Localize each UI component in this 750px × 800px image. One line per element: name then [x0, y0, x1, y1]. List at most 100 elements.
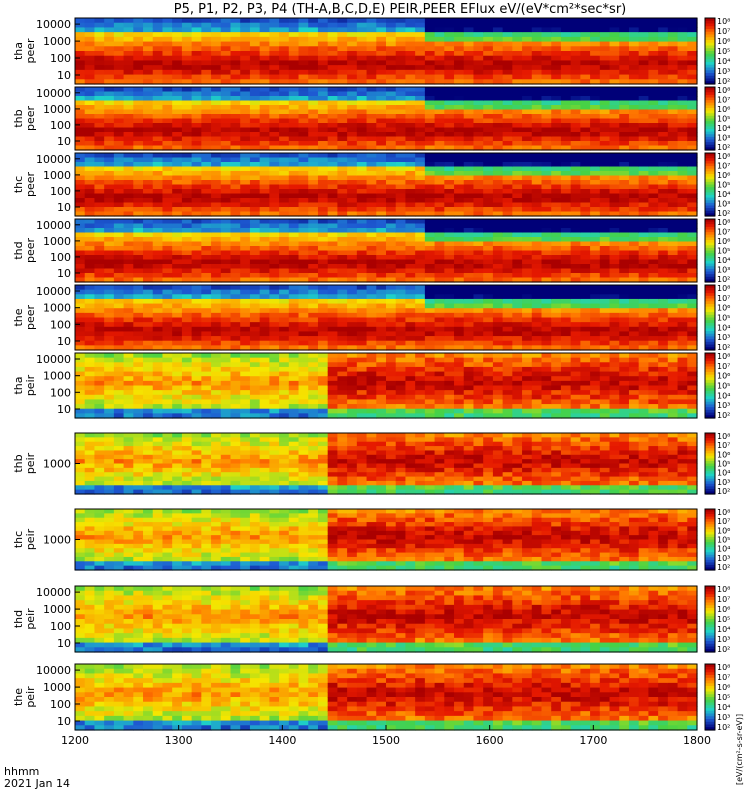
- heatmap-cell: [405, 87, 416, 93]
- colorbar-segment: [705, 53, 715, 58]
- heatmap-cell: [502, 259, 513, 265]
- heatmap-cell: [677, 74, 688, 80]
- heatmap-cell: [104, 41, 115, 47]
- heatmap-cell: [415, 336, 426, 342]
- heatmap-cell: [628, 74, 640, 80]
- heatmap-cell: [386, 157, 397, 163]
- heatmap-cell: [551, 289, 562, 295]
- heatmap-cell: [191, 404, 202, 410]
- colorbar-segment: [705, 23, 715, 27]
- heatmap-cell: [181, 211, 193, 217]
- heatmap-cell: [84, 322, 96, 328]
- heatmap-cell: [172, 390, 183, 396]
- heatmap-cell: [259, 317, 270, 323]
- heatmap-cell: [502, 268, 513, 274]
- heatmap-cell: [570, 91, 581, 97]
- heatmap-cell: [473, 74, 484, 80]
- heatmap-cell: [415, 141, 426, 147]
- heatmap-cell: [230, 87, 241, 93]
- heatmap-cell: [279, 237, 290, 243]
- heatmap-cell: [75, 264, 86, 270]
- heatmap-cell: [94, 385, 105, 391]
- heatmap-cell: [415, 308, 426, 314]
- heatmap-cell: [590, 326, 601, 333]
- heatmap-cell: [522, 202, 533, 208]
- heatmap-cell: [463, 91, 475, 97]
- heatmap-cell: [191, 246, 202, 252]
- heatmap-cell: [211, 357, 222, 363]
- heatmap-cell: [113, 336, 125, 342]
- heatmap-cell: [123, 331, 134, 337]
- heatmap-cell: [104, 32, 115, 38]
- heatmap-cell: [347, 175, 358, 181]
- heatmap-cell: [269, 51, 280, 57]
- heatmap-cell: [454, 141, 465, 147]
- heatmap-cell: [327, 109, 339, 115]
- heatmap-cell: [279, 219, 290, 225]
- heatmap-cell: [376, 22, 387, 29]
- heatmap-cell: [123, 294, 134, 300]
- heatmap-cell: [590, 141, 601, 147]
- panel-species-label: peer: [24, 238, 37, 264]
- heatmap-cell: [522, 308, 533, 314]
- heatmap-cell: [211, 340, 222, 346]
- heatmap-cell: [434, 74, 445, 80]
- heatmap-cell: [560, 51, 572, 57]
- heatmap-cell: [269, 219, 280, 225]
- heatmap-cell: [454, 312, 465, 319]
- heatmap-cell: [415, 237, 426, 243]
- heatmap-cell: [599, 32, 611, 38]
- heatmap-cell: [473, 145, 484, 151]
- heatmap-cell: [259, 141, 270, 147]
- heatmap-cell: [531, 27, 543, 33]
- heatmap-cell: [395, 228, 407, 234]
- heatmap-cell: [434, 298, 445, 305]
- heatmap-cell: [658, 118, 669, 124]
- heatmap-cell: [143, 219, 154, 225]
- heatmap-cell: [162, 132, 173, 138]
- heatmap-cell: [638, 273, 650, 279]
- colorbar-segment: [705, 285, 715, 289]
- heatmap-cell: [434, 51, 445, 57]
- heatmap-cell: [113, 166, 125, 172]
- heatmap-cell: [249, 394, 261, 401]
- heatmap-cell: [240, 232, 251, 238]
- heatmap-cell: [638, 326, 650, 333]
- heatmap-cell: [347, 241, 358, 247]
- heatmap-cell: [386, 55, 397, 62]
- colorbar-segment: [705, 118, 715, 122]
- heatmap-cell: [201, 153, 212, 159]
- heatmap-cell: [327, 312, 339, 319]
- colorbar-segment: [705, 322, 715, 327]
- heatmap-cell: [415, 322, 426, 328]
- heatmap-cell: [434, 198, 445, 204]
- heatmap-cell: [240, 408, 251, 414]
- heatmap-cell: [327, 136, 339, 142]
- heatmap-cell: [259, 289, 270, 295]
- heatmap-cell: [152, 366, 164, 373]
- heatmap-cell: [104, 357, 115, 363]
- heatmap-cell: [502, 193, 513, 199]
- heatmap-cell: [386, 259, 397, 265]
- heatmap-cell: [269, 317, 280, 323]
- heatmap-cell: [288, 189, 300, 195]
- heatmap-cell: [249, 408, 261, 414]
- heatmap-cell: [405, 237, 416, 243]
- heatmap-cell: [337, 336, 348, 342]
- heatmap-cell: [570, 232, 581, 238]
- heatmap-cell: [454, 198, 465, 204]
- heatmap-cell: [298, 189, 309, 195]
- heatmap-cell: [123, 250, 134, 256]
- heatmap-cell: [395, 241, 407, 247]
- heatmap-cell: [415, 259, 426, 265]
- heatmap-cell: [123, 268, 134, 274]
- heatmap-cell: [298, 259, 309, 265]
- heatmap-cell: [667, 145, 679, 151]
- heatmap-cell: [181, 219, 193, 225]
- heatmap-cell: [201, 145, 212, 151]
- heatmap-cell: [619, 87, 630, 93]
- heatmap-cell: [162, 250, 173, 256]
- heatmap-cell: [181, 298, 193, 305]
- heatmap-cell: [317, 268, 329, 274]
